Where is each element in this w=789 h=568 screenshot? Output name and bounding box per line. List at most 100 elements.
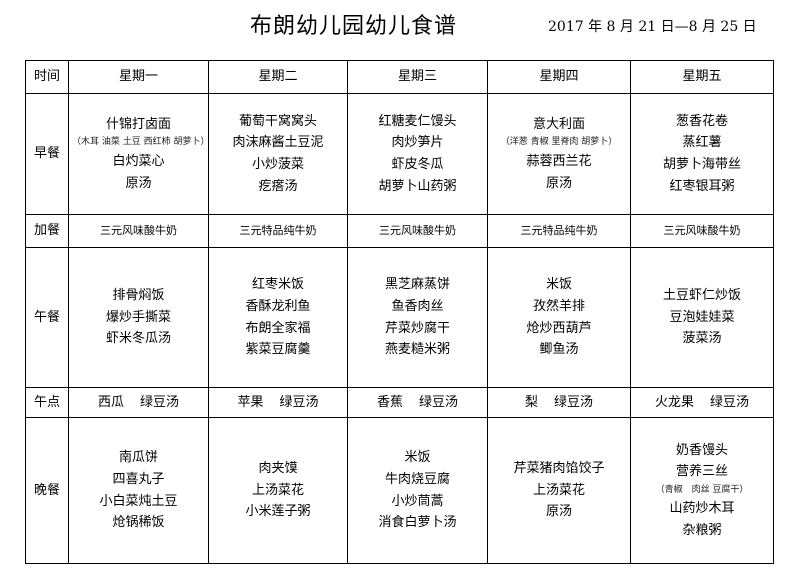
menu-item: 爆炒手撕菜	[105, 309, 171, 325]
menu-item: 上汤菜花	[532, 482, 585, 498]
header-cell: 星期四	[487, 60, 631, 94]
menu-item: 原汤	[545, 504, 572, 520]
menu-cell: 芹菜猪肉馅饺子 上汤菜花原汤	[487, 417, 631, 564]
menu-item: 疙瘩汤	[258, 178, 298, 194]
menu-item: 葡萄干窝窝头	[238, 113, 317, 129]
menu-item: 小炒茼蒿	[391, 493, 444, 509]
menu-cell: 西瓜 绿豆汤	[68, 387, 209, 418]
ingredient-note: （洋葱 青椒 里脊肉 胡萝卜）	[500, 137, 618, 148]
menu-item: 豆泡娃娃菜	[669, 309, 735, 325]
menu-item: 牛肉烧豆腐	[384, 471, 450, 487]
menu-cell: 南瓜饼四喜丸子小白菜炖土豆 炝锅稀饭	[68, 417, 209, 564]
menu-item: 炝炒西葫芦	[526, 320, 592, 336]
menu-item: 葱香花卷	[675, 113, 728, 129]
menu-item: 鲫鱼汤	[539, 342, 579, 358]
menu-item: 米饭	[545, 277, 572, 293]
menu-item: 红枣银耳粥	[669, 178, 735, 194]
menu-cell: 三元特品纯牛奶	[208, 214, 348, 248]
meal-label: 加餐	[25, 214, 69, 248]
menu-item: 绿豆汤	[554, 394, 594, 410]
menu-item: 孜然羊排	[532, 298, 585, 314]
menu-item: 虾皮冬瓜	[391, 157, 444, 172]
menu-item: 绿豆汤	[710, 394, 750, 410]
menu-item: 四喜丸子	[112, 471, 165, 487]
header-cell: 星期一	[68, 60, 209, 94]
menu-item: 土豆虾仁炒饭	[662, 288, 741, 304]
menu-cell: 葱香花卷 蒸红薯 胡萝卜海带丝 红枣银耳粥	[630, 93, 774, 215]
menu-item: 什锦打卤面	[105, 116, 171, 132]
menu-item: 肉沫麻酱土豆泥	[232, 135, 324, 151]
menu-cell: 米饭孜然羊排炝炒西葫芦鲫鱼汤	[487, 247, 631, 388]
menu-cell: 意大利面 （洋葱 青椒 里脊肉 胡萝卜） 蒜蓉西兰花原汤	[487, 93, 631, 215]
menu-item: 芹菜猪肉馅饺子	[513, 461, 605, 477]
menu-item: 香蕉	[376, 394, 403, 410]
menu-cell: 火龙果 绿豆汤	[630, 387, 774, 418]
menu-item: 原汤	[545, 175, 572, 191]
menu-item: 紫菜豆腐羹	[245, 342, 311, 358]
menu-item: 香酥龙利鱼	[245, 298, 311, 314]
menu-item: 排骨焖饭	[112, 288, 165, 304]
menu-cell: 三元风味酸牛奶	[68, 214, 209, 248]
header-cell: 时间	[25, 60, 69, 94]
menu-item: 小米莲子粥	[245, 504, 311, 520]
page-title: 布朗幼儿园幼儿食谱	[250, 14, 458, 39]
menu-cell: 三元风味酸牛奶	[630, 214, 774, 248]
menu-cell: 葡萄干窝窝头 肉沫麻酱土豆泥 小炒菠菜疙瘩汤	[208, 93, 348, 215]
header-row: 时间 星期一 星期二 星期三 星期四 星期五	[25, 60, 774, 94]
menu-item: 营养三丝	[675, 464, 728, 480]
menu-cell: 三元风味酸牛奶	[347, 214, 488, 248]
menu-cell: 三元特品纯牛奶	[487, 214, 631, 248]
menu-cell: 香蕉 绿豆汤	[347, 387, 488, 418]
menu-item: 鱼香肉丝	[391, 298, 444, 314]
menu-item: 消食白萝卜汤	[378, 515, 457, 531]
menu-item: 西瓜	[97, 394, 124, 410]
menu-item: 南瓜饼	[118, 450, 158, 466]
menu-item: 炝锅稀饭	[112, 515, 165, 531]
menu-item: 红枣米饭	[251, 277, 304, 293]
menu-cell: 黑芝麻蒸饼鱼香肉丝芹菜炒腐干燕麦糙米粥	[347, 247, 488, 388]
ingredient-note: （青椒 肉丝 豆腐干）	[655, 484, 749, 495]
meal-label: 晚餐	[25, 417, 69, 564]
menu-item: 布朗全家福	[245, 320, 311, 336]
menu-item: 菠菜汤	[682, 331, 722, 347]
menu-item: 黑芝麻蒸饼	[384, 277, 450, 293]
breakfast-row: 早餐 什锦打卤面 （木耳 油菜 土豆 西红柿 胡萝卜） 白灼菜心原汤 葡萄干窝窝头 肉沫麻…	[25, 93, 774, 215]
menu-item: 梨	[524, 394, 538, 410]
menu-cell: 红糖麦仁馒头 肉炒笋片 虾皮冬瓜 胡萝卜山药粥	[347, 93, 488, 215]
menu-item: 山药炒木耳	[669, 501, 735, 517]
menu-item: 燕麦糙米粥	[384, 342, 450, 358]
menu-item: 芹菜炒腐干	[384, 320, 450, 336]
menu-item: 小炒菠菜	[251, 157, 304, 172]
menu-cell: 苹果 绿豆汤	[208, 387, 348, 418]
menu-table: 时间 星期一 星期二 星期三 星期四 星期五 早餐 什锦打卤面 （木耳 油菜 土豆 西红柿 胡萝…	[25, 60, 774, 564]
menu-item: 苹果	[237, 394, 264, 410]
menu-cell: 什锦打卤面 （木耳 油菜 土豆 西红柿 胡萝卜） 白灼菜心原汤	[68, 93, 210, 215]
meal-label: 早餐	[25, 93, 69, 215]
menu-item: 蒸红薯	[682, 135, 722, 151]
lunch-row: 午餐 排骨焖饭 爆炒手撕菜 虾米冬瓜汤 红枣米饭 香酥龙利鱼 布朗全家福 紫菜豆腐羹 黑芝麻蒸饼…	[25, 247, 774, 388]
meal-label: 午餐	[25, 247, 69, 388]
header-cell: 星期五	[630, 60, 774, 94]
menu-item: 杂粮粥	[682, 522, 722, 538]
menu-item: 意大利面	[532, 116, 585, 132]
menu-item: 上汤菜花	[251, 482, 304, 498]
menu-item: 绿豆汤	[140, 394, 180, 410]
menu-cell: 肉夹馍 上汤菜花 小米莲子粥	[208, 417, 348, 564]
menu-cell: 红枣米饭香酥龙利鱼布朗全家福紫菜豆腐羹	[208, 247, 348, 388]
menu-item: 小白菜炖土豆	[99, 493, 178, 509]
menu-item: 绿豆汤	[279, 394, 319, 410]
menu-item: 白灼菜心	[112, 154, 165, 170]
afternoon-row: 午点 西瓜 绿豆汤 苹果 绿豆汤 香蕉 绿豆汤梨绿豆汤 火龙果 绿豆汤	[25, 387, 774, 418]
menu-item: 肉炒笋片	[391, 135, 444, 151]
menu-item: 蒜蓉西兰花	[526, 154, 592, 170]
menu-item: 绿豆汤	[419, 394, 459, 410]
menu-cell: 土豆虾仁炒饭 豆泡娃娃菜菠菜汤	[630, 247, 774, 388]
snack-row: 加餐 三元风味酸牛奶 三元特品纯牛奶 三元风味酸牛奶 三元特品纯牛奶 三元风味酸牛奶	[25, 214, 774, 248]
menu-item: 原汤	[125, 175, 152, 191]
ingredient-note: （木耳 油菜 土豆 西红柿 胡萝卜）	[72, 137, 210, 148]
menu-cell: 米饭牛肉烧豆腐小炒茼蒿消食白萝卜汤	[347, 417, 488, 564]
menu-item: 米饭	[404, 450, 431, 466]
menu-cell: 排骨焖饭 爆炒手撕菜 虾米冬瓜汤	[68, 247, 209, 388]
menu-cell: 奶香馒头 营养三丝 （青椒 肉丝 豆腐干） 山药炒木耳 杂粮粥	[630, 417, 774, 564]
header-cell: 星期二	[208, 60, 348, 94]
